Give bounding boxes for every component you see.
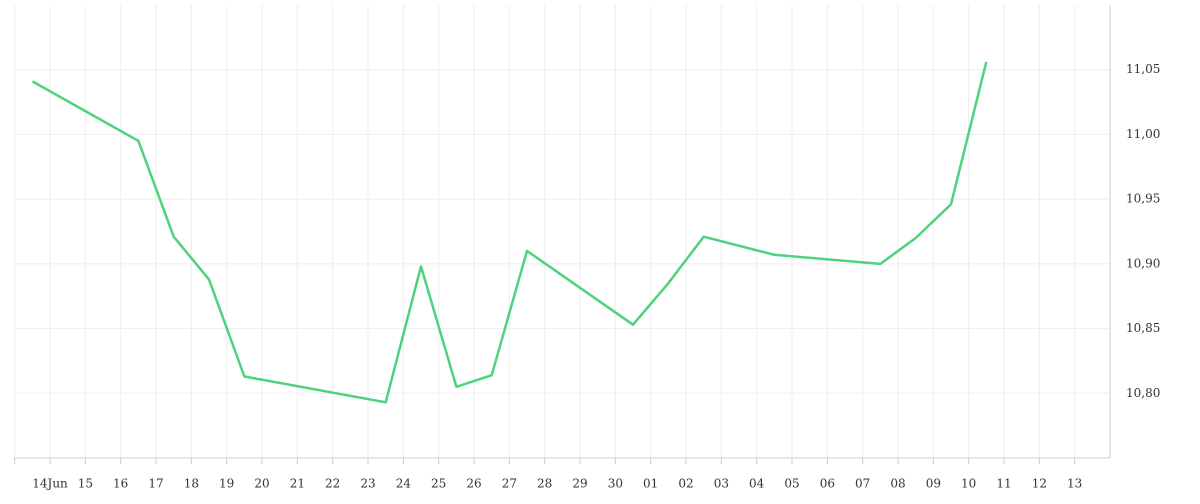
x-tick-label: 12 <box>1032 477 1047 491</box>
x-tick-label: 24 <box>396 477 412 491</box>
y-tick-label: 10,85 <box>1126 321 1160 335</box>
x-tick-label: 16 <box>113 477 128 491</box>
x-tick-label: 14Jun <box>32 477 68 491</box>
x-tick-label: 19 <box>219 477 234 491</box>
price-line <box>31 61 988 404</box>
x-tick-label: 21 <box>290 477 305 491</box>
x-tick-label: 05 <box>784 477 799 491</box>
y-tick-label: 10,80 <box>1126 386 1160 400</box>
x-tick-label: 30 <box>608 477 623 491</box>
x-tick-label: 04 <box>749 477 765 491</box>
y-tick-label: 11,00 <box>1126 127 1160 141</box>
x-tick-label: 03 <box>714 477 729 491</box>
x-tick-label: 11 <box>996 477 1011 491</box>
x-tick-label: 27 <box>502 477 517 491</box>
x-tick-label: 02 <box>678 477 693 491</box>
x-tick-label: 08 <box>890 477 905 491</box>
x-tick-label: 01 <box>643 477 658 491</box>
x-tick-label: 26 <box>466 477 481 491</box>
x-tick-label: 15 <box>78 477 93 491</box>
x-tick-label: 10 <box>961 477 976 491</box>
x-tick-label: 06 <box>820 477 835 491</box>
y-tick-label: 10,95 <box>1126 192 1160 206</box>
y-tick-label: 10,90 <box>1126 256 1160 270</box>
x-tick-label: 25 <box>431 477 446 491</box>
x-tick-label: 09 <box>926 477 941 491</box>
y-tick-label: 11,05 <box>1126 62 1160 76</box>
x-tick-label: 18 <box>184 477 199 491</box>
x-tick-label: 29 <box>572 477 587 491</box>
x-tick-label: 17 <box>148 477 163 491</box>
x-tick-label: 07 <box>855 477 870 491</box>
x-tick-label: 22 <box>325 477 340 491</box>
x-tick-label: 20 <box>254 477 269 491</box>
x-tick-label: 28 <box>537 477 552 491</box>
x-tick-label: 23 <box>360 477 375 491</box>
x-tick-label: 13 <box>1067 477 1082 491</box>
